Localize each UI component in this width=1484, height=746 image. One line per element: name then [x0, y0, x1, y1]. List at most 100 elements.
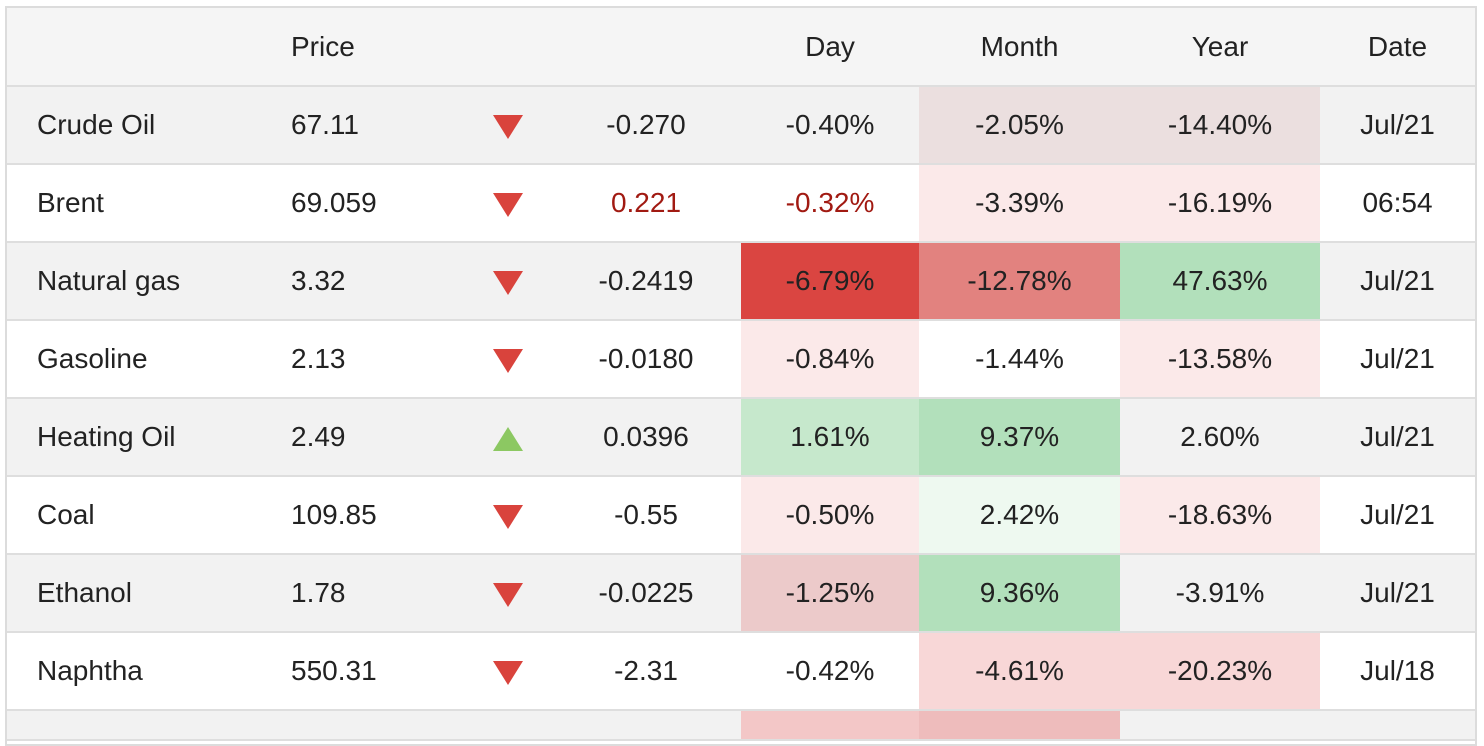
date-cell: Jul/21: [1320, 554, 1475, 633]
year-change-cell: 47.63%: [1120, 242, 1320, 321]
partial-cell-arrow: [437, 710, 551, 741]
table-row[interactable]: Heating Oil 2.49 0.0396 1.61% 9.37% 2.60% Jul/…: [7, 398, 1475, 477]
table-row[interactable]: Natural gas 3.32 -0.2419 -6.79% -12.78% 47.63…: [7, 242, 1475, 321]
day-change-cell: -1.25%: [741, 554, 919, 633]
commodity-name-link[interactable]: Naphtha: [7, 632, 255, 711]
price-cell: 69.059: [255, 164, 437, 243]
header-name: [7, 8, 255, 87]
partial-cell-change: [551, 710, 741, 741]
month-change-cell: -3.39%: [919, 164, 1120, 243]
commodity-name-link[interactable]: Coal: [7, 476, 255, 555]
year-change-cell: -16.19%: [1120, 164, 1320, 243]
partial-cell-month: [919, 710, 1120, 741]
change-cell: -0.55: [551, 476, 741, 555]
commodity-name-link[interactable]: Crude Oil: [7, 86, 255, 165]
table-row[interactable]: Naphtha 550.31 -2.31 -0.42% -4.61% -20.23% Jul…: [7, 632, 1475, 711]
month-change-cell: -12.78%: [919, 242, 1120, 321]
year-change-cell: -14.40%: [1120, 86, 1320, 165]
commodity-name-link[interactable]: Ethanol: [7, 554, 255, 633]
header-arrow: [437, 8, 551, 87]
table-row-partial: [7, 710, 1475, 741]
year-change-cell: -13.58%: [1120, 320, 1320, 399]
commodities-table-container: Price Day Month Year Date Crude Oil 67.11…: [5, 6, 1477, 746]
price-cell: 1.78: [255, 554, 437, 633]
change-cell: -0.0225: [551, 554, 741, 633]
day-change-cell: -0.40%: [741, 86, 919, 165]
year-change-cell: -3.91%: [1120, 554, 1320, 633]
day-change-cell: -0.84%: [741, 320, 919, 399]
partial-cell-name: [7, 710, 255, 741]
arrow-down-icon: [493, 114, 523, 139]
month-change-cell: 9.36%: [919, 554, 1120, 633]
price-cell: 2.49: [255, 398, 437, 477]
price-cell: 3.32: [255, 242, 437, 321]
table-row[interactable]: Ethanol 1.78 -0.0225 -1.25% 9.36% -3.91% Jul/2…: [7, 554, 1475, 633]
day-change-cell: -0.32%: [741, 164, 919, 243]
header-day[interactable]: Day: [741, 8, 919, 87]
price-cell: 109.85: [255, 476, 437, 555]
table-row[interactable]: Crude Oil 67.11 -0.270 -0.40% -2.05% -14.40% J…: [7, 86, 1475, 165]
year-change-cell: -18.63%: [1120, 476, 1320, 555]
change-cell: -0.0180: [551, 320, 741, 399]
month-change-cell: -1.44%: [919, 320, 1120, 399]
change-cell: 0.0396: [551, 398, 741, 477]
arrow-up-icon: [493, 426, 523, 451]
direction-cell: [437, 476, 551, 555]
header-change: [551, 8, 741, 87]
arrow-down-icon: [493, 270, 523, 295]
direction-cell: [437, 398, 551, 477]
direction-cell: [437, 242, 551, 321]
header-price[interactable]: Price: [255, 8, 437, 87]
date-cell: 06:54: [1320, 164, 1475, 243]
price-cell: 67.11: [255, 86, 437, 165]
table-row[interactable]: Coal 109.85 -0.55 -0.50% 2.42% -18.63% Jul/21: [7, 476, 1475, 555]
date-cell: Jul/21: [1320, 398, 1475, 477]
day-change-cell: -0.50%: [741, 476, 919, 555]
commodity-name-link[interactable]: Heating Oil: [7, 398, 255, 477]
header-year[interactable]: Year: [1120, 8, 1320, 87]
partial-cell-price: [255, 710, 437, 741]
header-row: Price Day Month Year Date: [7, 8, 1475, 87]
day-change-cell: -6.79%: [741, 242, 919, 321]
price-cell: 550.31: [255, 632, 437, 711]
month-change-cell: -2.05%: [919, 86, 1120, 165]
arrow-down-icon: [493, 348, 523, 373]
year-change-cell: 2.60%: [1120, 398, 1320, 477]
partial-cell-year: [1120, 710, 1320, 741]
year-change-cell: -20.23%: [1120, 632, 1320, 711]
commodity-name-link[interactable]: Gasoline: [7, 320, 255, 399]
direction-cell: [437, 164, 551, 243]
partial-cell-date: [1320, 710, 1475, 741]
commodity-name-link[interactable]: Brent: [7, 164, 255, 243]
change-cell: 0.221: [551, 164, 741, 243]
table-row[interactable]: Brent 69.059 0.221 -0.32% -3.39% -16.19% 06:54: [7, 164, 1475, 243]
header-date[interactable]: Date: [1320, 8, 1475, 87]
direction-cell: [437, 632, 551, 711]
direction-cell: [437, 320, 551, 399]
date-cell: Jul/21: [1320, 242, 1475, 321]
header-month[interactable]: Month: [919, 8, 1120, 87]
month-change-cell: 9.37%: [919, 398, 1120, 477]
arrow-down-icon: [493, 504, 523, 529]
date-cell: Jul/18: [1320, 632, 1475, 711]
price-cell: 2.13: [255, 320, 437, 399]
arrow-down-icon: [493, 582, 523, 607]
partial-cell-day: [741, 710, 919, 741]
table-body: Crude Oil 67.11 -0.270 -0.40% -2.05% -14.40% J…: [7, 86, 1475, 741]
change-cell: -0.270: [551, 86, 741, 165]
commodity-name-link[interactable]: Natural gas: [7, 242, 255, 321]
table-header: Price Day Month Year Date: [7, 8, 1475, 87]
date-cell: Jul/21: [1320, 476, 1475, 555]
commodities-table: Price Day Month Year Date Crude Oil 67.11…: [7, 8, 1475, 741]
change-cell: -0.2419: [551, 242, 741, 321]
month-change-cell: 2.42%: [919, 476, 1120, 555]
day-change-cell: 1.61%: [741, 398, 919, 477]
date-cell: Jul/21: [1320, 86, 1475, 165]
arrow-down-icon: [493, 660, 523, 685]
direction-cell: [437, 554, 551, 633]
table-row[interactable]: Gasoline 2.13 -0.0180 -0.84% -1.44% -13.58% Ju…: [7, 320, 1475, 399]
day-change-cell: -0.42%: [741, 632, 919, 711]
direction-cell: [437, 86, 551, 165]
change-cell: -2.31: [551, 632, 741, 711]
month-change-cell: -4.61%: [919, 632, 1120, 711]
